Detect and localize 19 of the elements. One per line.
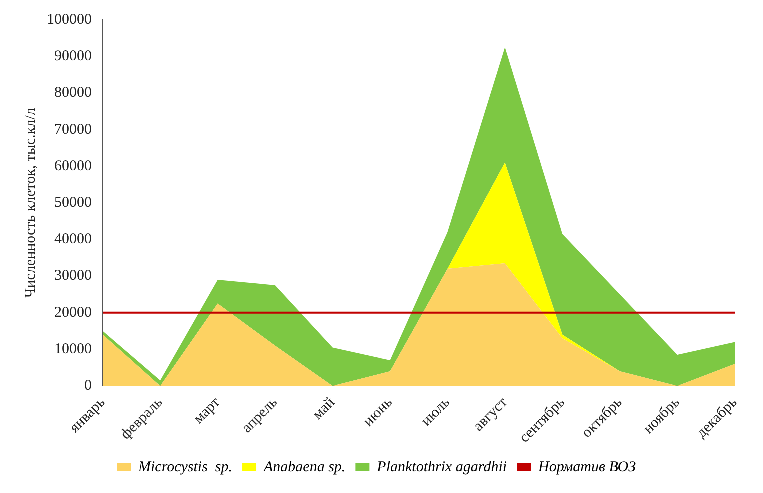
x-tick-label: июль bbox=[418, 394, 454, 430]
y-tick-label: 80000 bbox=[54, 85, 92, 102]
legend-label: Норматив ВОЗ bbox=[538, 459, 637, 476]
y-tick-label: 30000 bbox=[54, 268, 92, 284]
y-tick-label: 90000 bbox=[54, 48, 92, 65]
y-tick-label: 10000 bbox=[54, 341, 92, 358]
y-tick-label: 100000 bbox=[47, 12, 92, 28]
x-tick-label: май bbox=[310, 394, 338, 424]
y-tick-label: 50000 bbox=[54, 195, 92, 212]
y-tick-label: 40000 bbox=[54, 232, 92, 248]
legend-label: Anabaena sp. bbox=[263, 459, 346, 476]
y-tick-label: 0 bbox=[84, 378, 92, 394]
y-tick-label: 20000 bbox=[54, 304, 92, 321]
x-tick-label: март bbox=[191, 394, 224, 428]
y-tick-label: 70000 bbox=[54, 122, 92, 138]
y-tick-label: 60000 bbox=[54, 158, 92, 174]
legend-label: Microcystis sp. bbox=[138, 459, 233, 476]
legend-label: Planktothrix agardhii bbox=[376, 459, 508, 476]
y-axis-title: Численность клеток, тыс.кл/л bbox=[22, 108, 39, 298]
